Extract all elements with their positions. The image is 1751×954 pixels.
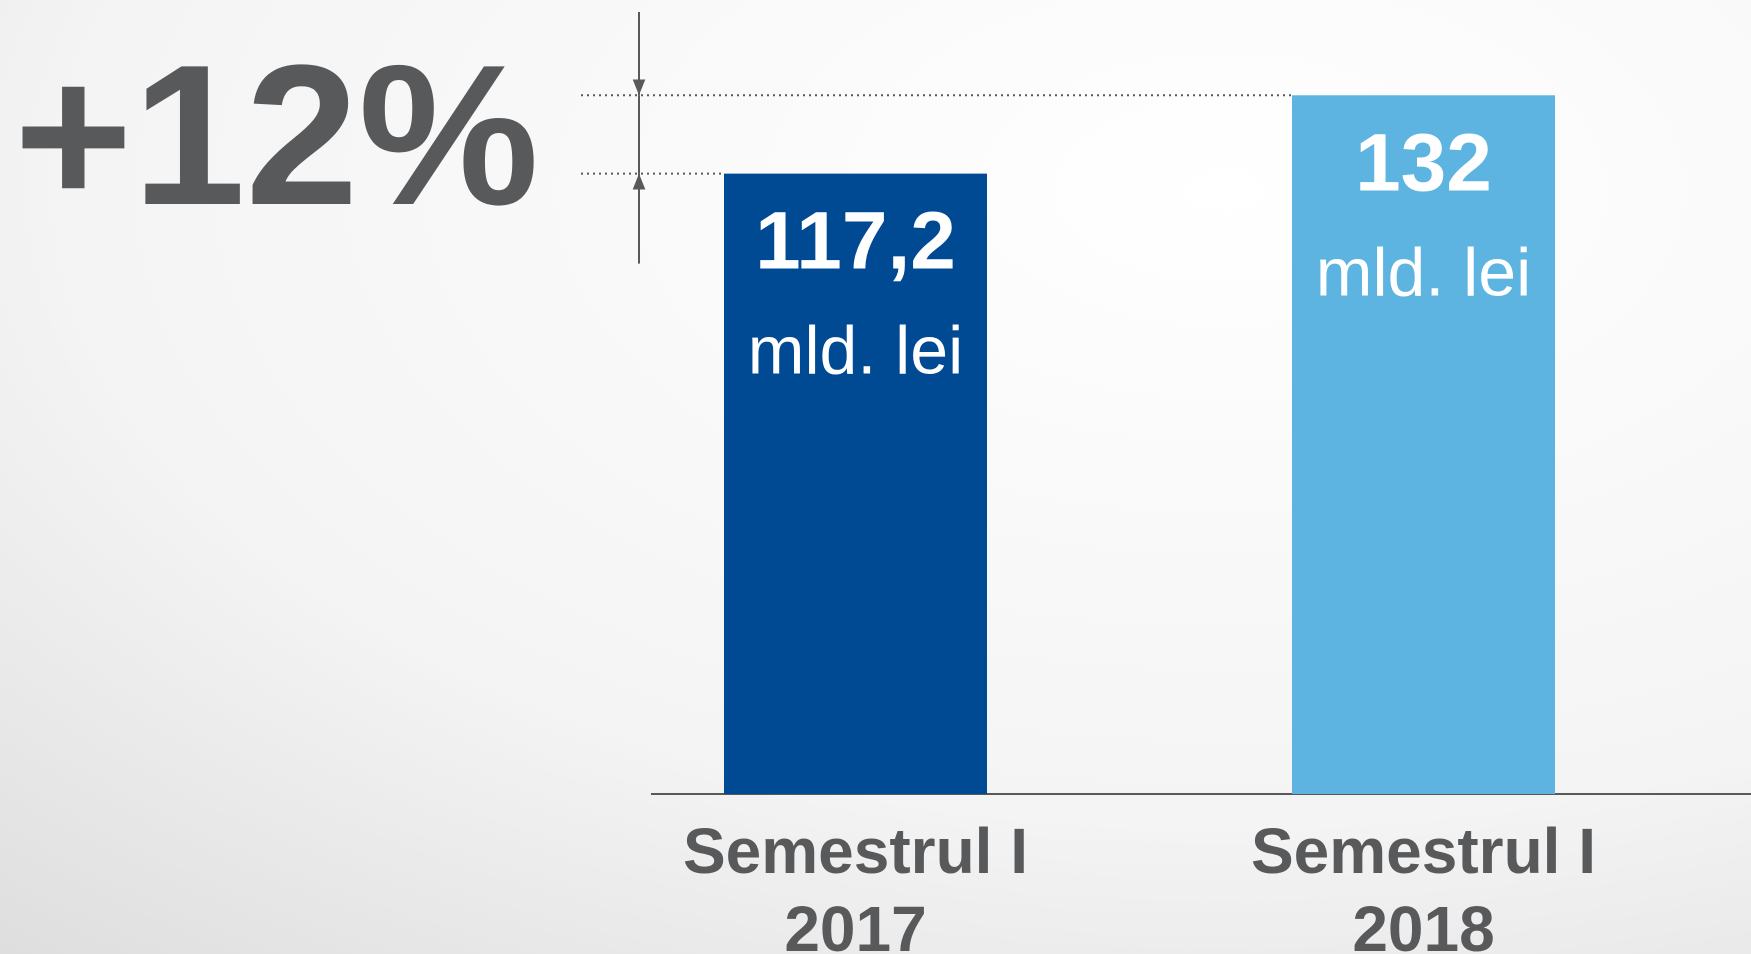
x-tick-line: Semestrul I — [683, 815, 1028, 887]
x-tick-line: 2018 — [1352, 893, 1494, 954]
unit-label: mld. lei — [748, 313, 963, 389]
x-tick-label: Semestrul I 2017 — [683, 815, 1028, 954]
value-label: 132 — [1355, 117, 1492, 208]
x-tick-line: 2017 — [784, 893, 926, 954]
bar — [724, 173, 987, 794]
x-tick-label: Semestrul I 2018 — [1251, 815, 1596, 954]
x-tick-line: Semestrul I — [1251, 815, 1596, 887]
unit-label: mld. lei — [1316, 234, 1531, 310]
bar — [1292, 95, 1555, 794]
change-percent: +12% — [14, 24, 539, 247]
value-label: 117,2 — [755, 196, 956, 287]
